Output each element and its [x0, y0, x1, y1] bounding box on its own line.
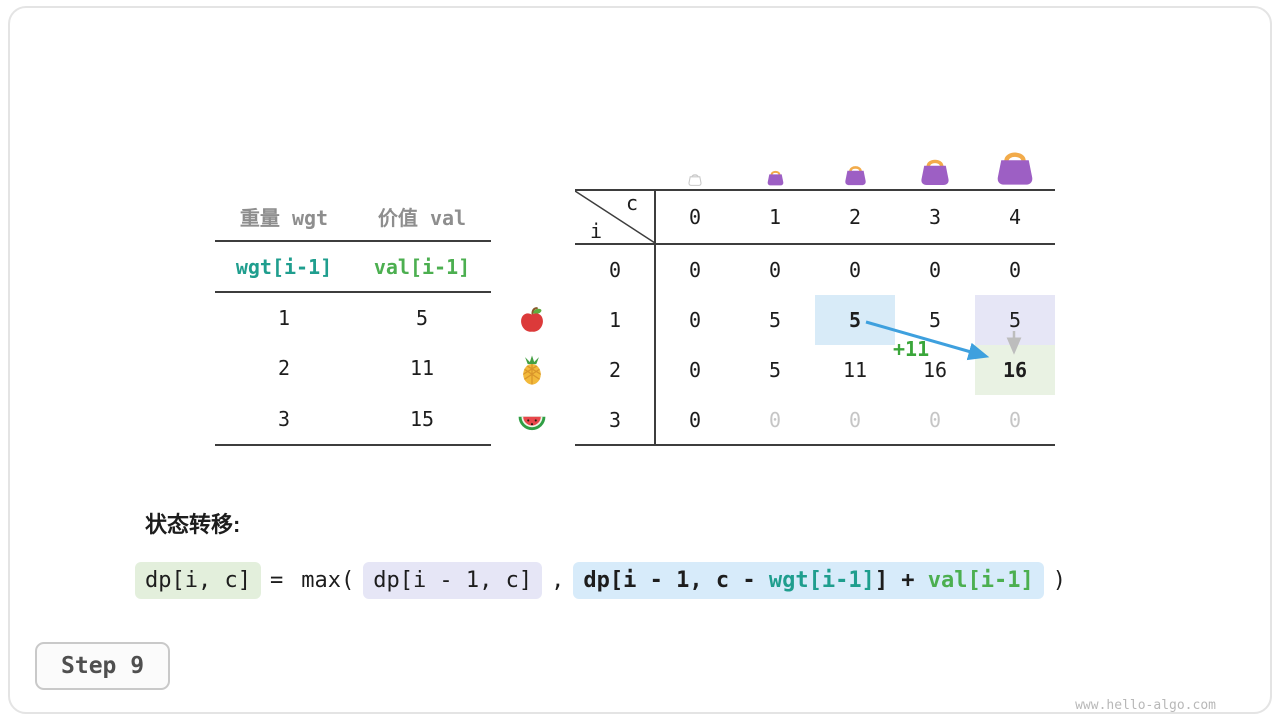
items-table-subheader: wgt[i-1] val[i-1]	[215, 244, 491, 290]
formula-arg2-val: val[i-1]	[927, 568, 1034, 593]
items-table-body: 1 5 2 11 3 15	[215, 293, 491, 444]
items-table-header: 重量 wgt 价值 val	[215, 194, 491, 238]
watermelon-icon	[517, 406, 547, 436]
dp-row-header: 3	[608, 408, 622, 432]
dp-cell: 5	[768, 358, 782, 382]
site-watermark: www.hello-algo.com	[1075, 698, 1216, 713]
formula-lhs: dp[i, c]	[135, 562, 261, 599]
item-row: 2 11	[215, 343, 491, 393]
formula-equals: =	[269, 568, 284, 593]
apple-icon	[517, 305, 547, 335]
formula-arg1: dp[i - 1, c]	[363, 562, 543, 599]
item-row: 3 15	[215, 394, 491, 444]
formula-close: )	[1052, 568, 1067, 593]
corner-col-label: c	[625, 191, 638, 215]
dp-cell: 0	[1008, 258, 1022, 282]
dp-row-header: 1	[608, 308, 622, 332]
divider	[575, 444, 1055, 446]
dp-cell: 0	[928, 408, 942, 432]
divider	[215, 240, 491, 242]
dp-cell-source: 5	[815, 295, 895, 345]
dp-cell: 11	[842, 358, 868, 382]
dp-corner-cell: c i	[575, 191, 655, 243]
dp-cell: 0	[688, 258, 702, 282]
dp-cell: 0	[848, 258, 862, 282]
dp-cell: 0	[848, 408, 862, 432]
corner-row-label: i	[590, 219, 603, 243]
dp-cell: 0	[688, 358, 702, 382]
formula-arg2-dp: dp[i - 1, c -	[583, 568, 769, 593]
pineapple-icon	[517, 355, 547, 385]
dp-cell: 5	[768, 308, 782, 332]
item-val: 15	[409, 406, 435, 431]
bag-large-icon	[917, 153, 953, 186]
dp-cell: 16	[922, 358, 948, 382]
dp-row-headers: 0 1 2 3	[575, 245, 655, 445]
items-col-weight: 重量 wgt	[239, 205, 329, 230]
formula-arg2: dp[i - 1, c - wgt[i-1]] + val[i-1]	[573, 562, 1044, 599]
dp-cell-carry: 5	[975, 295, 1055, 345]
bag-medium-icon	[842, 161, 869, 186]
dp-col-header: 2	[848, 205, 862, 229]
dp-row-header: 0	[608, 258, 622, 282]
transition-label: 状态转移:	[145, 512, 241, 537]
content-card	[8, 6, 1272, 714]
dp-col-header: 4	[1008, 205, 1022, 229]
dp-table-body: 0 0 0 0 0 0 5 5 5 5 0 5 11 16 16 0 0 0 0…	[655, 245, 1055, 445]
wgt-formula-label: wgt[i-1]	[235, 255, 333, 279]
divider	[575, 189, 1055, 191]
dp-cell: 0	[1008, 408, 1022, 432]
items-col-value: 价值 val	[377, 205, 467, 230]
dp-cell: 0	[688, 308, 702, 332]
divider	[575, 243, 1055, 245]
bag-ghost-icon	[687, 171, 703, 186]
dp-cell-target: 16	[975, 345, 1055, 395]
item-wgt: 1	[277, 306, 291, 331]
item-wgt: 3	[277, 406, 291, 431]
dp-col-header: 1	[768, 205, 782, 229]
dp-cell: 0	[688, 408, 702, 432]
transition-formula: dp[i, c] = max( dp[i - 1, c] , dp[i - 1,…	[135, 562, 1075, 599]
item-val: 5	[415, 306, 429, 331]
formula-max-open: max(	[301, 568, 355, 593]
dp-col-headers: 0 1 2 3 4	[655, 191, 1055, 243]
dp-col-header: 0	[688, 205, 702, 229]
dp-cell: 0	[928, 258, 942, 282]
formula-arg2-plus: ] +	[874, 568, 928, 593]
step-badge: Step 9	[35, 642, 171, 690]
divider	[215, 291, 491, 293]
bag-xlarge-icon	[992, 144, 1038, 186]
dp-col-header: 3	[928, 205, 942, 229]
dp-cell: 0	[768, 258, 782, 282]
divider	[654, 189, 656, 446]
dp-row-header: 2	[608, 358, 622, 382]
formula-comma: ,	[551, 568, 565, 593]
item-val: 11	[409, 356, 435, 381]
val-formula-label: val[i-1]	[373, 255, 471, 279]
divider	[215, 444, 491, 446]
item-row: 1 5	[215, 293, 491, 343]
dp-cell: 0	[768, 408, 782, 432]
diagonal-line	[575, 191, 655, 243]
bag-small-icon	[765, 167, 786, 186]
formula-arg2-wgt: wgt[i-1]	[768, 568, 875, 593]
item-wgt: 2	[277, 356, 291, 381]
value-gain-annotation: +11	[893, 337, 930, 361]
